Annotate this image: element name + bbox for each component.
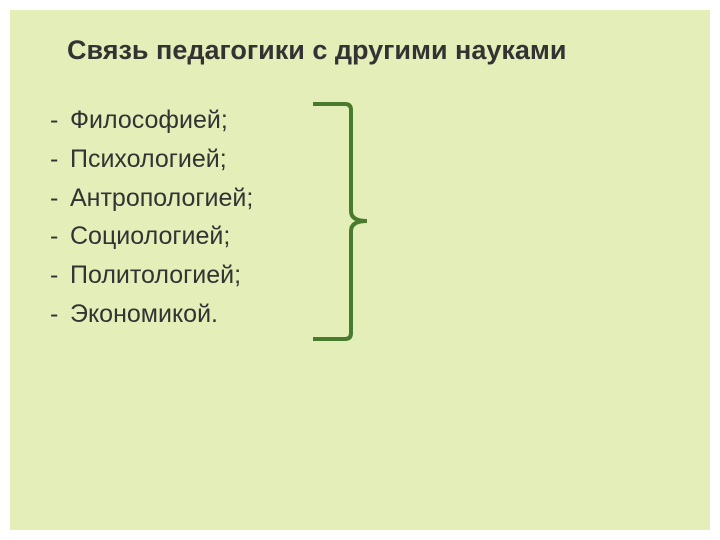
list-item: Экономикой. [50,295,253,334]
list-item: Антропологией; [50,179,253,218]
item-list: Философией; Психологией; Антропологией; … [35,101,253,334]
slide-title: Связь педагогики с другими науками [35,35,685,66]
right-brace-icon [305,99,373,344]
content-wrapper: Философией; Психологией; Антропологией; … [35,101,685,334]
list-item: Философией; [50,101,253,140]
list-item: Социологией; [50,217,253,256]
slide-container: Связь педагогики с другими науками Филос… [10,10,710,530]
list-item: Политологией; [50,256,253,295]
list-item: Психологией; [50,140,253,179]
